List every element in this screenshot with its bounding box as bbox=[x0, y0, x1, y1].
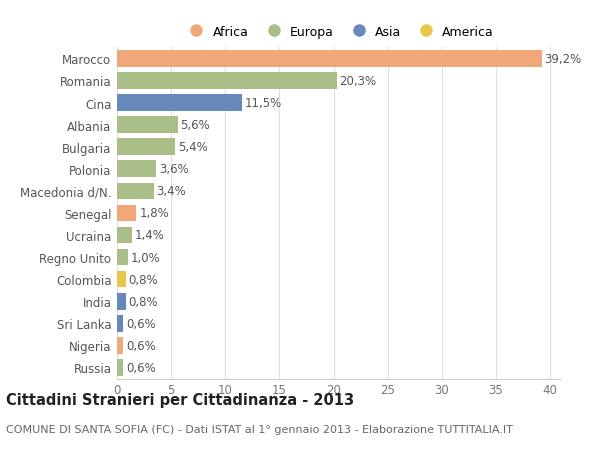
Text: 0,8%: 0,8% bbox=[128, 273, 158, 286]
Text: 0,6%: 0,6% bbox=[126, 339, 156, 352]
Bar bbox=[117, 205, 136, 222]
Text: 0,8%: 0,8% bbox=[128, 295, 158, 308]
Bar bbox=[117, 227, 132, 244]
Text: 1,8%: 1,8% bbox=[139, 207, 169, 220]
Bar bbox=[117, 73, 337, 90]
Bar bbox=[117, 183, 154, 200]
Bar bbox=[117, 293, 125, 310]
Text: 3,6%: 3,6% bbox=[158, 163, 188, 176]
Text: 39,2%: 39,2% bbox=[544, 53, 581, 66]
Bar bbox=[117, 161, 156, 178]
Text: Cittadini Stranieri per Cittadinanza - 2013: Cittadini Stranieri per Cittadinanza - 2… bbox=[6, 392, 354, 408]
Bar bbox=[117, 359, 124, 376]
Bar bbox=[117, 249, 128, 266]
Bar bbox=[117, 51, 542, 67]
Text: 1,4%: 1,4% bbox=[135, 229, 165, 242]
Text: 5,6%: 5,6% bbox=[181, 119, 210, 132]
Bar bbox=[117, 139, 175, 156]
Bar bbox=[117, 117, 178, 134]
Text: 3,4%: 3,4% bbox=[157, 185, 186, 198]
Legend: Africa, Europa, Asia, America: Africa, Europa, Asia, America bbox=[184, 26, 494, 39]
Text: 20,3%: 20,3% bbox=[340, 75, 377, 88]
Bar bbox=[117, 337, 124, 354]
Text: 11,5%: 11,5% bbox=[244, 97, 281, 110]
Text: 0,6%: 0,6% bbox=[126, 361, 156, 374]
Bar bbox=[117, 271, 125, 288]
Bar bbox=[117, 95, 242, 112]
Bar bbox=[117, 315, 124, 332]
Text: COMUNE DI SANTA SOFIA (FC) - Dati ISTAT al 1° gennaio 2013 - Elaborazione TUTTIT: COMUNE DI SANTA SOFIA (FC) - Dati ISTAT … bbox=[6, 425, 513, 435]
Text: 5,4%: 5,4% bbox=[178, 141, 208, 154]
Text: 0,6%: 0,6% bbox=[126, 317, 156, 330]
Text: 1,0%: 1,0% bbox=[131, 251, 160, 264]
